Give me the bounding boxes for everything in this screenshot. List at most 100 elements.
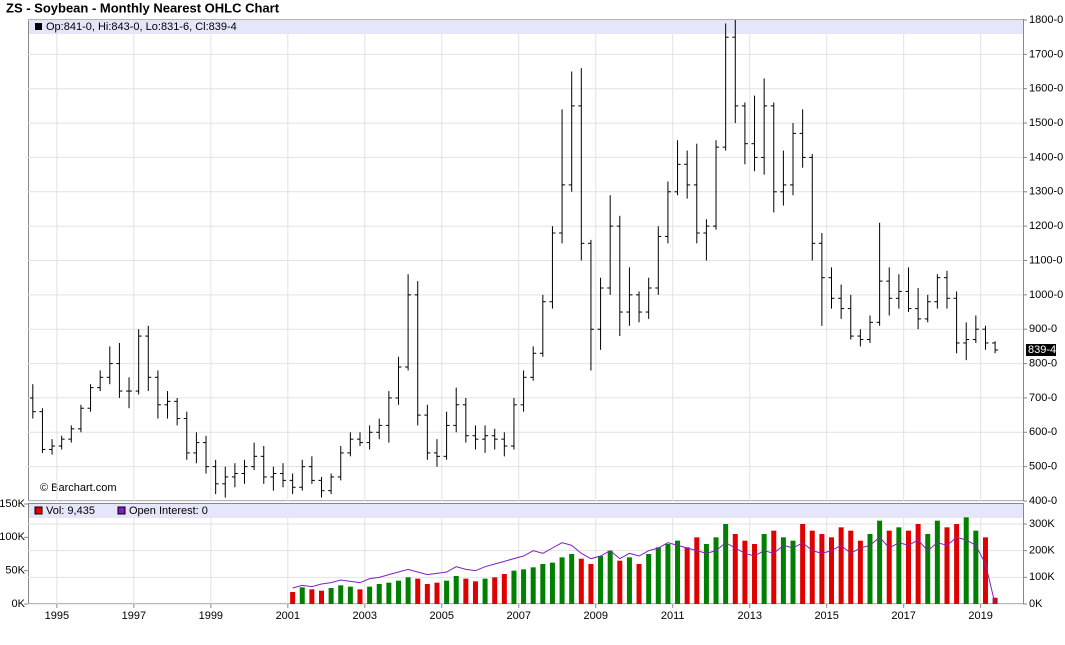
y-tick-label: 800-0 <box>1029 357 1057 369</box>
volume-bar <box>376 584 382 604</box>
volume-bar <box>367 586 373 604</box>
volume-bar <box>857 540 863 604</box>
volume-bar <box>790 540 796 604</box>
x-tick-label: 2015 <box>814 610 838 622</box>
volume-tick-label: 100K <box>0 531 26 543</box>
volume-bar <box>944 527 950 604</box>
y-tick-label: 1000-0 <box>1029 289 1063 301</box>
volume-bar <box>463 578 469 604</box>
volume-bar <box>434 582 440 604</box>
last-price-box <box>1026 344 1056 357</box>
volume-bar <box>617 560 623 604</box>
legend-swatch <box>117 506 126 515</box>
volume-bar <box>732 534 738 604</box>
y-tick-label: 1300-0 <box>1029 186 1063 198</box>
volume-bar <box>415 578 421 604</box>
volume-bar <box>492 577 498 604</box>
x-tick-label: 2009 <box>584 610 608 622</box>
volume-bar <box>771 530 777 604</box>
volume-bar <box>453 576 459 604</box>
x-tick-label: 2003 <box>353 610 377 622</box>
x-tick-label: 2007 <box>507 610 531 622</box>
volume-bar <box>780 537 786 604</box>
volume-bar <box>444 580 450 604</box>
y-tick-label: 1500-0 <box>1029 117 1063 129</box>
volume-bar <box>905 530 911 604</box>
last-price-label: 839-4 <box>1028 344 1056 356</box>
legend-label: Vol: 9,435 <box>46 505 95 517</box>
volume-bar <box>829 537 835 604</box>
y2-tick-label: 0K <box>1029 598 1043 610</box>
volume-bar <box>800 524 806 604</box>
x-tick-label: 2005 <box>430 610 454 622</box>
volume-bar <box>299 587 305 604</box>
volume-bar <box>646 554 652 604</box>
volume-bar <box>848 530 854 604</box>
volume-bar <box>761 534 767 604</box>
volume-bar <box>954 524 960 604</box>
volume-bar <box>588 564 594 604</box>
volume-bar <box>328 588 334 604</box>
y-tick-label: 1400-0 <box>1029 151 1063 163</box>
y-tick-label: 600-0 <box>1029 426 1057 438</box>
x-tick-label: 2001 <box>276 610 300 622</box>
y2-tick-label: 100K <box>1029 571 1055 583</box>
x-tick-label: 2019 <box>968 610 992 622</box>
x-tick-label: 1997 <box>122 610 146 622</box>
volume-bar <box>684 547 690 604</box>
y-tick-label: 900-0 <box>1029 323 1057 335</box>
volume-bar <box>713 537 719 604</box>
volume-bar <box>655 547 661 604</box>
source-note: © Barchart.com <box>40 482 117 494</box>
volume-bar <box>982 537 988 604</box>
y-tick-label: 1600-0 <box>1029 83 1063 95</box>
volume-bar <box>896 527 902 604</box>
y-tick-label: 400-0 <box>1029 495 1057 507</box>
open-interest-line <box>292 536 996 605</box>
volume-bar <box>482 578 488 604</box>
legend-label: Open Interest: 0 <box>129 505 208 517</box>
volume-bar <box>723 524 729 604</box>
volume-legend-strip <box>29 504 1023 518</box>
volume-bar <box>838 527 844 604</box>
volume-bar <box>925 534 931 604</box>
volume-bar <box>338 585 344 604</box>
volume-bar <box>626 557 632 604</box>
volume-bar <box>607 550 613 604</box>
legend-swatch <box>34 506 43 515</box>
y-tick-label: 1100-0 <box>1029 254 1062 266</box>
volume-bar <box>530 567 536 604</box>
volume-tick-label: 0K <box>12 598 26 610</box>
x-tick-label: 1999 <box>199 610 223 622</box>
volume-bar <box>405 577 411 604</box>
volume-tick-label: 50K <box>5 565 25 577</box>
volume-bar <box>511 570 517 604</box>
volume-bar <box>703 544 709 604</box>
price-legend: Op:841-0, Hi:843-0, Lo:831-6, Cl:839-4 <box>46 21 237 33</box>
volume-bar <box>973 530 979 604</box>
volume-bar <box>819 534 825 604</box>
chart-title: ZS - Soybean - Monthly Nearest OHLC Char… <box>6 0 280 15</box>
volume-bar <box>540 564 546 604</box>
volume-bar <box>559 557 565 604</box>
y2-tick-label: 200K <box>1029 545 1055 557</box>
volume-bar <box>675 540 681 604</box>
volume-bar <box>386 582 392 604</box>
volume-tick-label: 150K <box>0 498 26 510</box>
volume-bar <box>742 540 748 604</box>
volume-bar <box>877 520 883 604</box>
volume-bar <box>424 584 430 604</box>
volume-bar <box>395 580 401 604</box>
volume-bar <box>867 534 873 604</box>
y2-tick-label: 300K <box>1029 518 1055 530</box>
volume-bar <box>992 597 998 604</box>
volume-bar <box>501 574 507 604</box>
y-tick-label: 500-0 <box>1029 461 1057 473</box>
y-tick-label: 1800-0 <box>1029 14 1063 26</box>
volume-bar <box>886 530 892 604</box>
x-tick-label: 2017 <box>891 610 915 622</box>
y-tick-label: 1200-0 <box>1029 220 1063 232</box>
